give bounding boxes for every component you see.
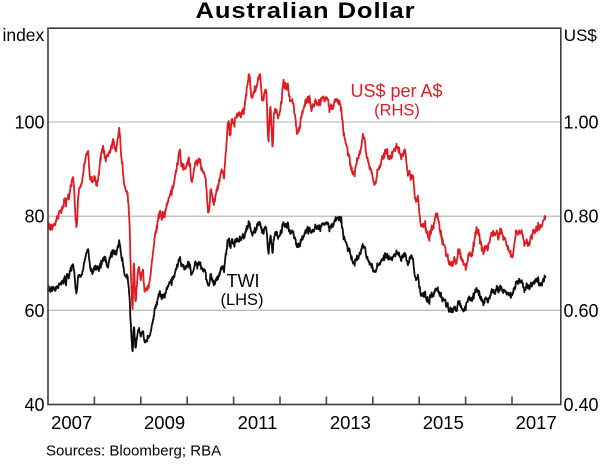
svg-text:40: 40 xyxy=(24,395,44,415)
svg-text:TWI: TWI xyxy=(227,271,260,291)
svg-text:0.80: 0.80 xyxy=(564,207,599,227)
svg-text:US$: US$ xyxy=(564,26,598,45)
svg-text:1.00: 1.00 xyxy=(564,113,599,133)
svg-text:2013: 2013 xyxy=(330,412,371,433)
svg-text:(LHS): (LHS) xyxy=(220,291,263,309)
svg-text:Sources: Bloomberg; RBA: Sources: Bloomberg; RBA xyxy=(46,442,221,459)
svg-text:2015: 2015 xyxy=(423,412,464,433)
svg-text:80: 80 xyxy=(24,207,44,227)
svg-text:US$ per A$: US$ per A$ xyxy=(350,81,442,101)
svg-text:(RHS): (RHS) xyxy=(374,101,420,119)
svg-text:index: index xyxy=(2,25,44,45)
svg-text:100: 100 xyxy=(14,113,44,133)
svg-text:0.60: 0.60 xyxy=(564,301,599,321)
svg-text:Australian Dollar: Australian Dollar xyxy=(196,0,416,23)
svg-text:2017: 2017 xyxy=(516,412,557,433)
svg-text:60: 60 xyxy=(24,301,44,321)
svg-text:2007: 2007 xyxy=(51,412,92,433)
svg-text:0.40: 0.40 xyxy=(564,395,599,415)
svg-text:2009: 2009 xyxy=(144,412,185,433)
svg-text:2011: 2011 xyxy=(238,412,278,433)
